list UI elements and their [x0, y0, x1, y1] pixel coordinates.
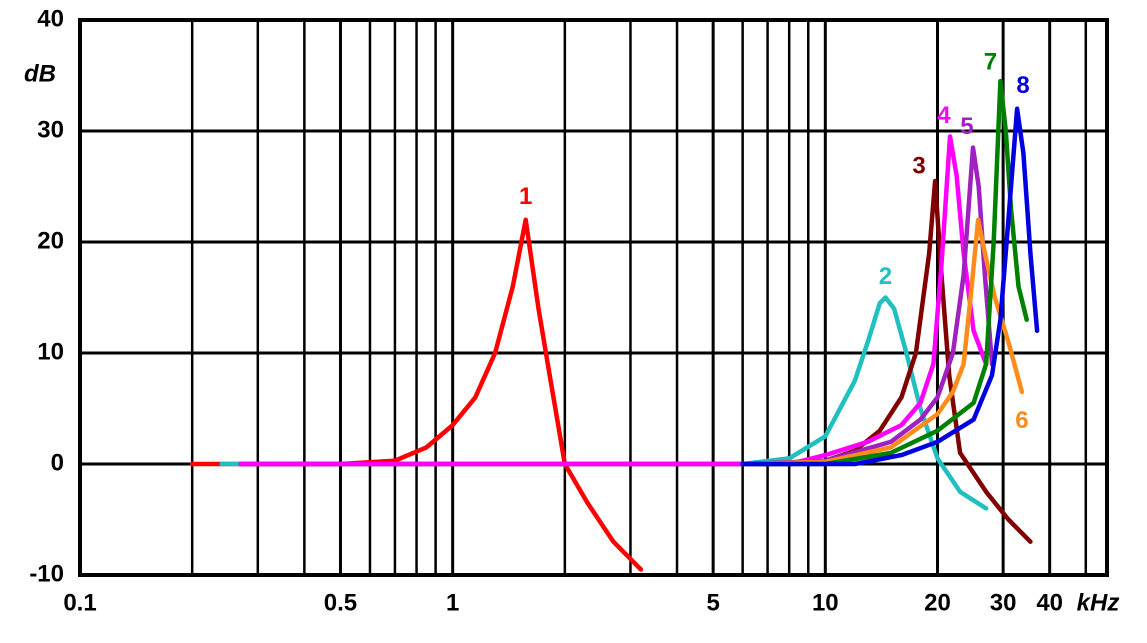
y-tick-label: 0: [51, 449, 64, 476]
series-label: 8: [1016, 72, 1029, 99]
x-tick-label: 20: [924, 589, 951, 616]
x-tick-label: 5: [706, 589, 719, 616]
y-tick-label: 40: [37, 5, 64, 32]
x-axis-label: kHz: [1077, 589, 1120, 616]
series-label: 3: [912, 152, 925, 179]
line: [219, 295, 989, 511]
y-axis-label: dB: [24, 60, 56, 87]
series-label: 4: [937, 102, 951, 129]
series-label: 6: [1015, 407, 1028, 434]
y-tick-label: 10: [37, 338, 64, 365]
series-label: 2: [879, 263, 892, 290]
series-label: 5: [960, 113, 973, 140]
line: [740, 217, 1025, 467]
line: [740, 106, 1040, 467]
x-tick-label: 30: [990, 589, 1017, 616]
line: [740, 145, 995, 467]
y-tick-label: 30: [37, 116, 64, 143]
plot-frame: [78, 18, 1109, 577]
line: [238, 178, 1033, 544]
x-tick-label: 0.5: [324, 589, 357, 616]
y-tick-label: 20: [37, 227, 64, 254]
x-tick-label: 10: [812, 589, 839, 616]
y-tick-label: -10: [29, 560, 64, 587]
series-label: 1: [519, 183, 532, 210]
x-tick-label: 40: [1036, 589, 1063, 616]
line: [189, 217, 644, 572]
series-label: 7: [984, 48, 997, 75]
line: [740, 78, 1029, 467]
x-tick-label: 1: [446, 589, 459, 616]
line: [238, 134, 989, 467]
x-tick-label: 0.1: [63, 589, 96, 616]
